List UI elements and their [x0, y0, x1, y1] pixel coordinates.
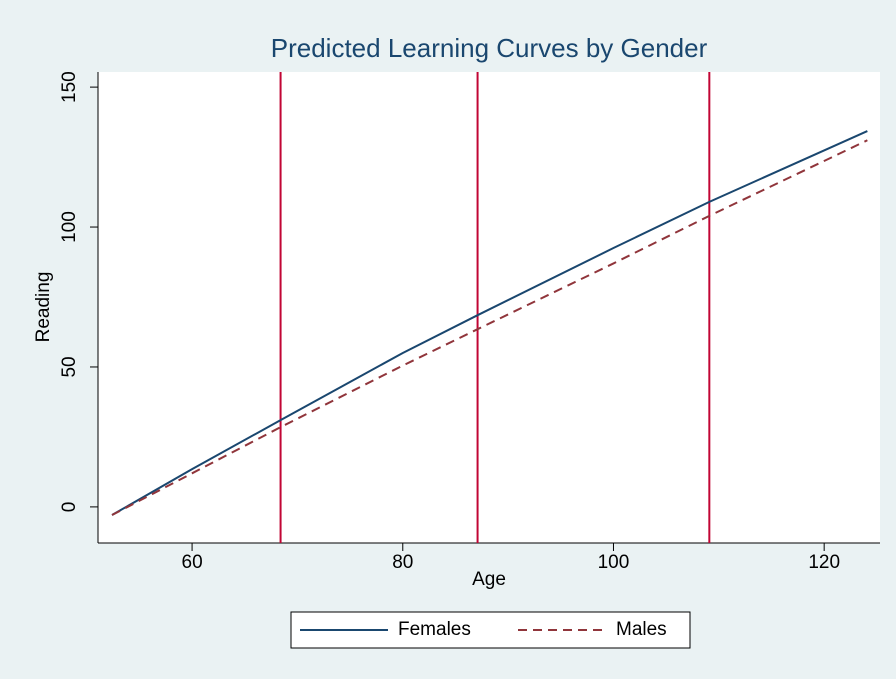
y-axis-label: Reading — [33, 272, 54, 343]
legend-label: Females — [398, 619, 471, 640]
y-tick-label: 50 — [59, 356, 80, 377]
x-tick-label: 60 — [182, 552, 203, 573]
y-tick-label: 0 — [59, 502, 80, 513]
x-tick-label: 80 — [392, 552, 413, 573]
y-tick-label: 100 — [59, 211, 80, 243]
legend-label: Males — [616, 619, 667, 640]
series-line — [111, 139, 868, 516]
x-tick-label: 120 — [808, 552, 840, 573]
chart-title: Predicted Learning Curves by Gender — [271, 33, 708, 63]
y-tick-label: 150 — [59, 71, 80, 103]
plot-area — [98, 72, 880, 543]
x-axis-label: Age — [472, 569, 506, 590]
series-line — [111, 130, 868, 516]
x-tick-label: 100 — [598, 552, 630, 573]
